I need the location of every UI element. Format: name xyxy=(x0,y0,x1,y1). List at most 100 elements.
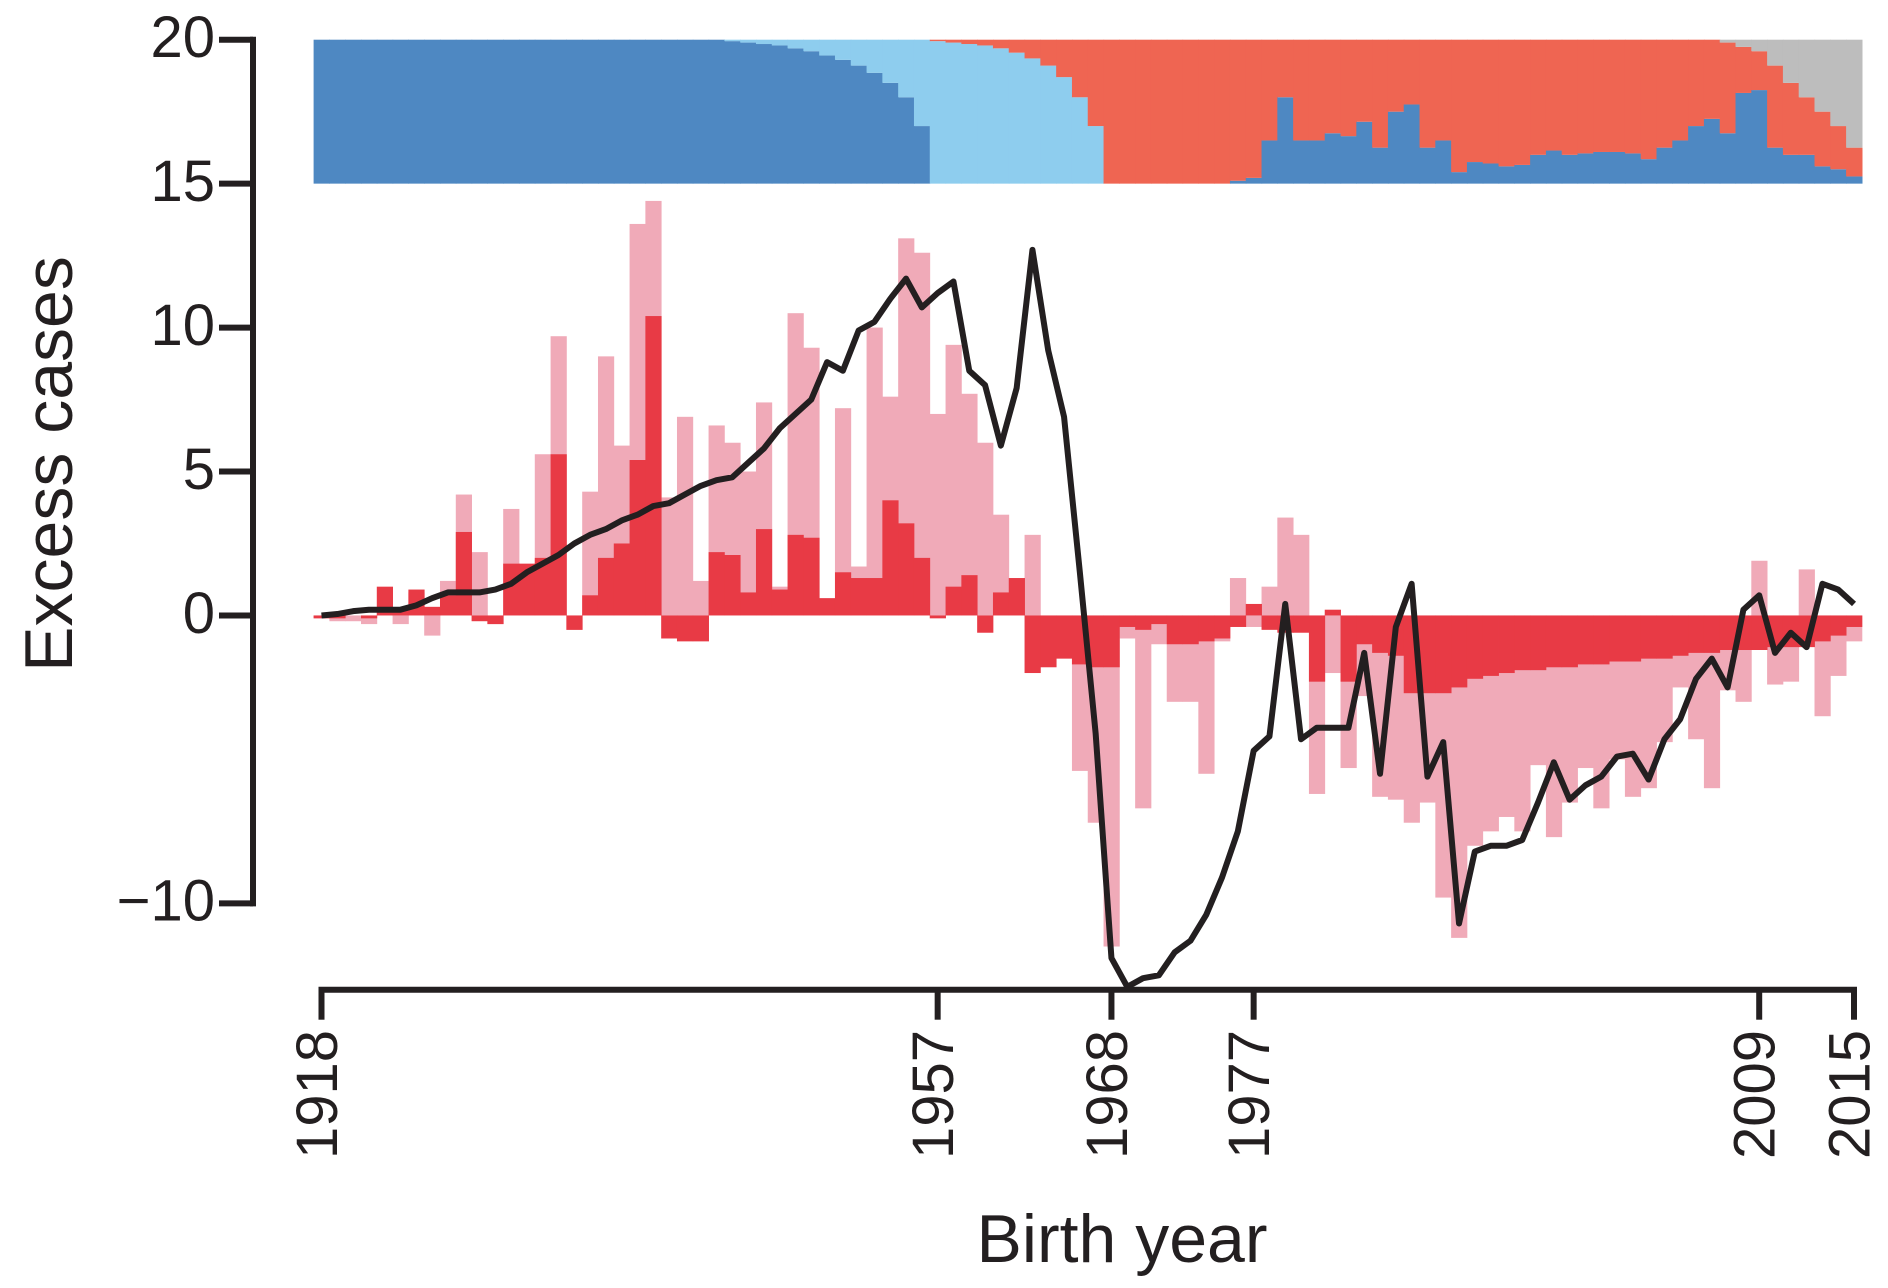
composition-segment xyxy=(1514,39,1531,165)
composition-segment xyxy=(1419,147,1436,184)
composition-segment xyxy=(1593,39,1610,152)
bar xyxy=(771,589,788,616)
composition-segment xyxy=(724,41,741,184)
bar xyxy=(1229,578,1247,616)
composition-segment xyxy=(582,39,599,184)
bar xyxy=(850,578,867,616)
y-tick-label: −10 xyxy=(117,869,215,934)
composition-segment xyxy=(1293,140,1310,184)
bar xyxy=(1435,615,1452,694)
bar xyxy=(1530,615,1547,671)
bar xyxy=(992,592,1010,616)
bar xyxy=(503,563,520,616)
composition-segment xyxy=(1735,92,1752,184)
composition-segment xyxy=(740,42,757,184)
composition-segment xyxy=(1356,39,1373,122)
composition-segment xyxy=(929,41,947,184)
bar xyxy=(1593,615,1610,665)
bar xyxy=(1229,615,1247,627)
bar xyxy=(945,586,962,616)
composition-segment xyxy=(1071,97,1089,184)
composition-segment xyxy=(1545,39,1563,151)
bar xyxy=(1340,615,1357,682)
bar xyxy=(582,595,599,616)
composition-segment xyxy=(1751,90,1768,184)
bar xyxy=(661,615,678,639)
x-tick-label: 2015 xyxy=(1817,1030,1882,1159)
bar xyxy=(1545,615,1563,838)
bar xyxy=(1261,615,1278,630)
bar xyxy=(661,497,678,616)
bar xyxy=(392,615,409,625)
composition-segment xyxy=(1293,39,1310,141)
composition-segment xyxy=(329,39,346,184)
composition-segment xyxy=(1482,39,1500,164)
composition-segment xyxy=(834,59,852,184)
bar xyxy=(471,552,488,616)
bar xyxy=(1561,615,1578,668)
bar xyxy=(1056,615,1073,659)
bar xyxy=(1293,615,1310,633)
composition-segment xyxy=(755,39,773,45)
composition-segment xyxy=(1735,46,1752,93)
composition-segment xyxy=(1403,104,1421,184)
bar xyxy=(645,316,662,616)
bar xyxy=(1024,534,1041,616)
composition-segment xyxy=(1719,42,1737,134)
composition-segment xyxy=(1166,39,1184,184)
bar xyxy=(755,529,773,616)
bar xyxy=(1182,615,1199,645)
composition-segment xyxy=(1466,162,1484,184)
bar xyxy=(1672,615,1689,656)
composition-segment xyxy=(755,44,773,184)
y-tick-label: 0 xyxy=(183,581,215,646)
bar xyxy=(866,578,883,616)
bar xyxy=(597,356,615,616)
composition-segment xyxy=(1640,159,1658,184)
composition-segment xyxy=(1767,65,1784,148)
x-axis-title: Birth year xyxy=(977,1201,1268,1277)
composition-segment xyxy=(1498,39,1515,167)
bar xyxy=(613,543,630,616)
bar xyxy=(1214,615,1231,639)
composition-segment xyxy=(1703,39,1721,119)
bar xyxy=(1545,615,1563,668)
bar xyxy=(345,615,362,622)
composition-segment xyxy=(1308,140,1326,184)
composition-segment xyxy=(961,44,978,184)
composition-segment xyxy=(1119,39,1136,184)
bar xyxy=(534,557,551,616)
composition-segment xyxy=(1387,111,1405,184)
bar xyxy=(961,393,978,616)
bar xyxy=(961,575,978,616)
bar xyxy=(676,615,694,642)
composition-segment xyxy=(1688,39,1705,127)
composition-segment xyxy=(676,39,694,184)
composition-segment xyxy=(787,39,804,49)
bar xyxy=(929,413,946,616)
composition-segment xyxy=(692,39,710,184)
bar xyxy=(1703,615,1721,789)
bar xyxy=(898,523,915,616)
bar xyxy=(597,557,615,616)
bar xyxy=(1466,615,1484,679)
composition-segment xyxy=(518,39,536,184)
bar xyxy=(1703,615,1721,653)
composition-segment xyxy=(1024,58,1041,184)
composition-segment xyxy=(1356,121,1373,184)
bar xyxy=(1150,615,1168,625)
bar xyxy=(945,344,962,616)
bar xyxy=(360,615,378,625)
bar xyxy=(550,454,567,616)
composition-segment xyxy=(977,39,994,46)
bar xyxy=(1135,615,1152,809)
composition-segment xyxy=(1324,39,1342,134)
bar xyxy=(740,471,757,616)
composition-segment xyxy=(1751,51,1768,91)
bar xyxy=(724,555,741,616)
bar xyxy=(1166,615,1183,645)
composition-segment xyxy=(992,48,1010,184)
composition-segment xyxy=(1071,39,1089,98)
composition-segment xyxy=(1846,176,1863,184)
